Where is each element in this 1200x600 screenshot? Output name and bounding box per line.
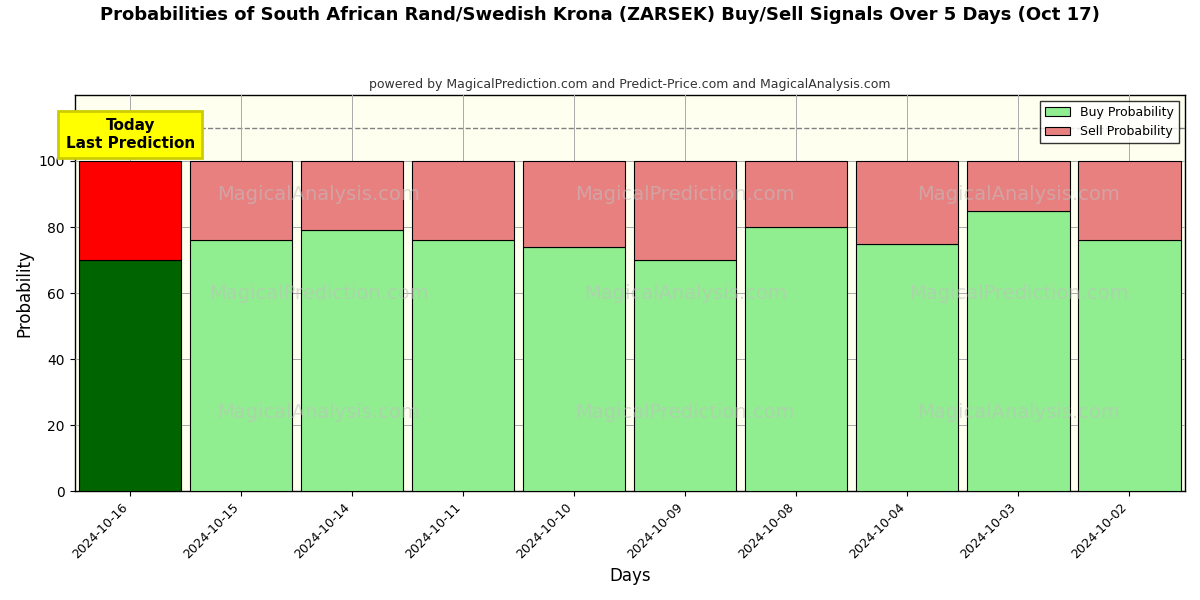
X-axis label: Days: Days <box>610 567 650 585</box>
Bar <box>190 240 293 491</box>
Bar <box>1079 161 1181 240</box>
Legend: Buy Probability, Sell Probability: Buy Probability, Sell Probability <box>1040 101 1178 143</box>
Title: powered by MagicalPrediction.com and Predict-Price.com and MagicalAnalysis.com: powered by MagicalPrediction.com and Pre… <box>370 78 890 91</box>
Bar <box>301 230 403 491</box>
Text: MagicalAnalysis.com: MagicalAnalysis.com <box>584 284 787 302</box>
Text: Today
Last Prediction: Today Last Prediction <box>66 118 194 151</box>
Bar <box>412 161 515 240</box>
Bar <box>857 244 959 491</box>
Bar <box>79 260 181 491</box>
Text: MagicalPrediction.com: MagicalPrediction.com <box>908 284 1128 302</box>
Bar <box>1079 240 1181 491</box>
Bar <box>857 161 959 244</box>
Bar <box>745 161 847 227</box>
Text: MagicalAnalysis.com: MagicalAnalysis.com <box>217 403 420 422</box>
Text: MagicalPrediction.com: MagicalPrediction.com <box>576 185 796 203</box>
Bar <box>745 227 847 491</box>
Y-axis label: Probability: Probability <box>16 249 34 337</box>
Bar <box>79 161 181 260</box>
Text: MagicalAnalysis.com: MagicalAnalysis.com <box>917 403 1120 422</box>
Text: MagicalAnalysis.com: MagicalAnalysis.com <box>917 185 1120 203</box>
Bar <box>635 260 737 491</box>
Bar <box>190 161 293 240</box>
Text: MagicalAnalysis.com: MagicalAnalysis.com <box>217 185 420 203</box>
Bar <box>412 240 515 491</box>
Bar <box>635 161 737 260</box>
Text: Probabilities of South African Rand/Swedish Krona (ZARSEK) Buy/Sell Signals Over: Probabilities of South African Rand/Swed… <box>100 6 1100 24</box>
Text: MagicalPrediction.com: MagicalPrediction.com <box>209 284 428 302</box>
Bar <box>523 161 625 247</box>
Bar <box>301 161 403 230</box>
Bar <box>523 247 625 491</box>
Bar <box>967 161 1069 211</box>
Bar <box>967 211 1069 491</box>
Text: MagicalPrediction.com: MagicalPrediction.com <box>576 403 796 422</box>
